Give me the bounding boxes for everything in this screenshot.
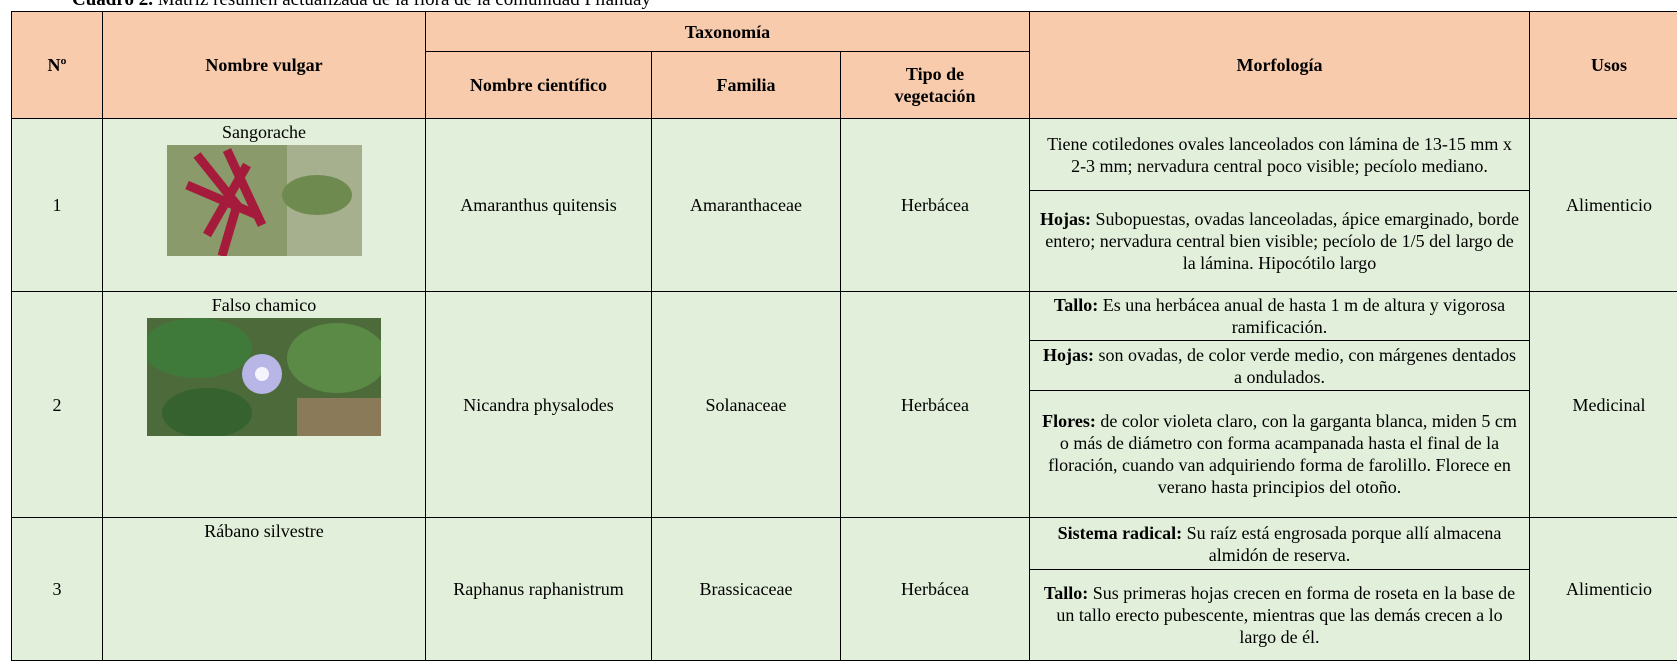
header: Nombre vulgar <box>205 55 323 75</box>
header-cell: Morfología <box>1029 11 1530 119</box>
common-name: Rábano silvestre <box>204 521 324 541</box>
uses: Alimenticio <box>1566 579 1652 599</box>
page: {"caption": {"label": "Cuadro 2.", "text… <box>11 0 1677 661</box>
morphology-text: Tallo: Sus primeras hojas crecen en form… <box>1038 582 1521 648</box>
cell: Falso chamico <box>102 291 426 518</box>
scientific-name: Raphanus raphanistrum <box>453 579 624 599</box>
morphology-label: Sistema radical: <box>1057 522 1183 543</box>
header-cell: Taxonomía <box>425 11 1030 52</box>
morphology-cell: Hojas: son ovadas, de color verde medio,… <box>1029 340 1530 391</box>
number: 1 <box>52 195 62 215</box>
morphology-text: Hojas: son ovadas, de color verde medio,… <box>1038 344 1521 388</box>
morphology-text: Tiene cotiledones ovales lanceolados con… <box>1038 133 1521 177</box>
morphology-label: Tallo: <box>1053 295 1099 315</box>
morphology-label: Flores: <box>1042 411 1096 431</box>
header-cell: Tipo de vegetación <box>840 51 1030 119</box>
header-cell: Usos <box>1529 11 1677 119</box>
vegetation-type: Herbácea <box>901 195 969 215</box>
cell: Alimenticio <box>1529 118 1677 292</box>
caption-text: Matriz resumen actualizada de la flora d… <box>158 0 651 10</box>
morphology-cell: Sistema radical: Su raíz está engrosada … <box>1029 517 1530 570</box>
morphology-label: Tallo: <box>1043 583 1089 603</box>
cell: 1 <box>11 118 103 292</box>
morphology-text: Sistema radical: Su raíz está engrosada … <box>1038 522 1521 566</box>
morphology-desc: Subopuestas, ovadas lanceoladas, ápice e… <box>1045 209 1520 273</box>
header: Nº <box>47 55 67 75</box>
cell: 2 <box>11 291 103 518</box>
cell: Herbácea <box>840 291 1030 518</box>
morphology-label: Hojas: <box>1042 344 1094 365</box>
morphology-cell: Tallo: Es una herbácea anual de hasta 1 … <box>1029 291 1530 341</box>
morphology-desc: Sus primeras hojas crecen en forma de ro… <box>1056 583 1516 647</box>
cell: Amaranthaceae <box>651 118 841 292</box>
uses: Alimenticio <box>1566 195 1652 215</box>
vegetation-type: Herbácea <box>901 394 969 415</box>
common-name: Falso chamico <box>211 295 317 315</box>
number: 3 <box>52 579 62 599</box>
scientific-name: Amaranthus quitensis <box>460 195 617 215</box>
header: Nombre científico <box>469 75 608 95</box>
morphology-desc: Tiene cotiledones ovales lanceolados con… <box>1047 133 1512 176</box>
morphology-desc: Su raíz está engrosada porque allí almac… <box>1186 522 1502 565</box>
cell: Herbácea <box>840 118 1030 292</box>
morphology-cell: Tiene cotiledones ovales lanceolados con… <box>1029 118 1530 191</box>
cell: Alimenticio <box>1529 517 1677 661</box>
header: Familia <box>716 75 776 95</box>
header-cell: Nombre científico <box>425 51 652 119</box>
header: Taxonomía <box>684 21 771 42</box>
header: Morfología <box>1236 55 1323 75</box>
plant-photo <box>147 318 381 436</box>
morphology-desc: Es una herbácea anual de hasta 1 m de al… <box>1102 295 1506 337</box>
morphology-text: Hojas: Subopuestas, ovadas lanceoladas, … <box>1038 208 1521 274</box>
header-cell: Nombre vulgar <box>102 11 426 119</box>
morphology-label: Hojas: <box>1039 209 1091 229</box>
cell: Amaranthus quitensis <box>425 118 652 292</box>
header-cell: Nº <box>11 11 103 119</box>
cell: 3 <box>11 517 103 661</box>
morphology-cell: Flores: de color violeta claro, con la g… <box>1029 390 1530 518</box>
morphology-desc: son ovadas, de color verde medio, con má… <box>1098 344 1517 387</box>
header: Tipo de vegetación <box>894 64 976 106</box>
cell: Rábano silvestre <box>102 517 426 661</box>
family: Amaranthaceae <box>690 195 802 215</box>
header: Usos <box>1590 55 1627 75</box>
morphology-text: Tallo: Es una herbácea anual de hasta 1 … <box>1038 294 1521 338</box>
scientific-name: Nicandra physalodes <box>463 394 614 415</box>
vegetation-type: Herbácea <box>901 579 969 599</box>
cell: Medicinal <box>1529 291 1677 518</box>
family: Brassicaceae <box>699 579 793 599</box>
header-cell: Familia <box>651 51 841 119</box>
cell: Solanaceae <box>651 291 841 518</box>
number: 2 <box>52 394 62 415</box>
caption-label: Cuadro 2. <box>72 0 153 10</box>
plant-photo <box>166 145 362 256</box>
cell: Sangorache <box>102 118 426 292</box>
family: Solanaceae <box>705 394 787 415</box>
cell: Brassicaceae <box>651 517 841 661</box>
cell: Herbácea <box>840 517 1030 661</box>
morphology-text: Flores: de color violeta claro, con la g… <box>1038 410 1521 498</box>
uses: Medicinal <box>1572 394 1646 415</box>
morphology-cell: Tallo: Sus primeras hojas crecen en form… <box>1029 569 1530 661</box>
cell: Nicandra physalodes <box>425 291 652 518</box>
common-name: Sangorache <box>222 122 306 142</box>
caption: Cuadro 2. Matriz resumen actualizada de … <box>72 0 651 11</box>
cell: Raphanus raphanistrum <box>425 517 652 661</box>
morphology-cell: Hojas: Subopuestas, ovadas lanceoladas, … <box>1029 190 1530 292</box>
morphology-desc: de color violeta claro, con la garganta … <box>1048 411 1517 497</box>
